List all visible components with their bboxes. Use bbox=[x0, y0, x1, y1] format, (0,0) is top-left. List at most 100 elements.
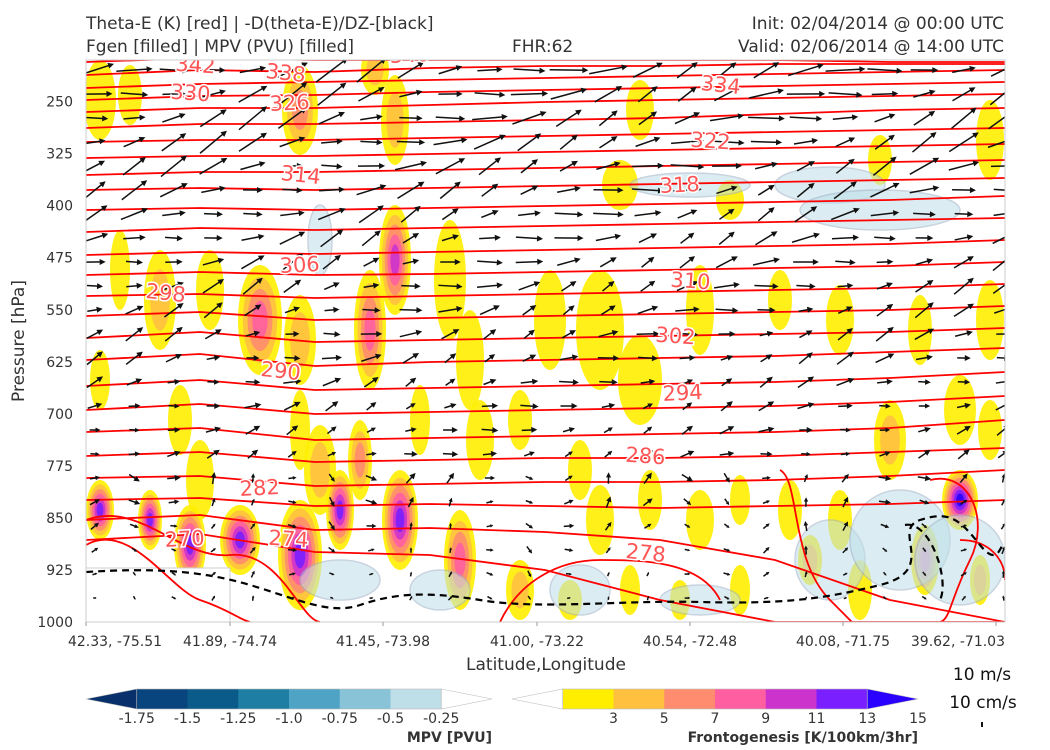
fill-contour bbox=[186, 440, 214, 520]
wind-vector-head bbox=[615, 86, 623, 92]
theta-e-contour-label: 294 bbox=[662, 380, 703, 406]
wind-vector-head bbox=[339, 82, 347, 89]
wind-vector-head bbox=[179, 210, 186, 217]
wind-vector-head bbox=[528, 329, 535, 336]
wind-vector-head bbox=[300, 107, 307, 114]
fill-contour bbox=[168, 385, 192, 455]
wind-vector-shaft bbox=[835, 138, 853, 148]
wind-vector-head bbox=[962, 473, 968, 480]
wind-vector-head bbox=[489, 378, 497, 385]
wind-vector-head bbox=[256, 211, 263, 218]
wind-vector-head bbox=[529, 354, 537, 361]
wind-vector-head bbox=[414, 205, 421, 212]
theta-e-contour-line bbox=[86, 419, 1005, 441]
wind-vector-head bbox=[967, 256, 974, 262]
wind-vector-head bbox=[371, 548, 375, 552]
wind-vector-head bbox=[256, 187, 263, 194]
wind-vector-shaft bbox=[86, 377, 101, 389]
wind-vector-head bbox=[409, 547, 413, 550]
wind-vector-shaft bbox=[589, 66, 625, 75]
wind-vector-shaft bbox=[477, 260, 500, 264]
wind-vector-head bbox=[174, 499, 180, 505]
wind-vector-shaft bbox=[479, 236, 498, 240]
wind-vector-head bbox=[929, 131, 937, 139]
wind-vector-head bbox=[490, 450, 498, 457]
wind-vector-head bbox=[1010, 83, 1017, 89]
wind-vector-shaft bbox=[162, 212, 183, 217]
wind-vector-shaft bbox=[86, 64, 111, 74]
wind-vector-head bbox=[98, 160, 106, 167]
wind-vector-shaft bbox=[952, 88, 973, 102]
wind-vector-head bbox=[333, 306, 340, 313]
wind-vector-head bbox=[528, 573, 532, 578]
wind-vector-head bbox=[134, 499, 141, 505]
wind-vector-head bbox=[726, 355, 734, 361]
wind-vector-head bbox=[890, 156, 897, 163]
wind-vector-head bbox=[499, 134, 506, 141]
wind-vector-head bbox=[964, 379, 971, 385]
wind-vector-head bbox=[251, 498, 255, 503]
wind-vector-shaft bbox=[709, 140, 742, 144]
wind-vector-head bbox=[729, 62, 737, 69]
wind-vector-head bbox=[532, 403, 539, 410]
wind-vector-shaft bbox=[874, 114, 893, 123]
wind-vector-head bbox=[732, 87, 740, 93]
fill-contour bbox=[826, 285, 854, 355]
wind-vector-head bbox=[213, 354, 221, 361]
wind-vector-head bbox=[176, 326, 183, 334]
wind-vector-head bbox=[211, 498, 216, 503]
wind-vector-head bbox=[409, 571, 413, 574]
wind-vector-head bbox=[727, 426, 735, 432]
wind-vector-head bbox=[331, 401, 339, 408]
wind-vector-head bbox=[491, 402, 499, 409]
wind-vector-head bbox=[96, 283, 104, 290]
wind-vector-shaft bbox=[992, 236, 1005, 245]
wind-vector-head bbox=[773, 257, 780, 264]
wind-vector-head bbox=[568, 475, 573, 480]
wind-vector-head bbox=[330, 501, 335, 507]
wind-vector-shaft bbox=[515, 260, 540, 264]
wind-vector-shaft bbox=[713, 88, 737, 102]
wind-vector-shaft bbox=[86, 182, 104, 199]
wind-vector-shaft bbox=[640, 282, 653, 292]
wind-vector-head bbox=[370, 427, 376, 432]
wind-vector-head bbox=[653, 136, 661, 143]
wind-vector-head bbox=[1002, 450, 1005, 455]
wind-vector-head bbox=[846, 306, 853, 312]
wind-vector-head bbox=[292, 524, 298, 529]
wind-vector-shaft bbox=[828, 92, 859, 96]
wind-vector-head bbox=[569, 330, 576, 336]
theta-e-contour-label: 346 bbox=[389, 42, 430, 68]
wind-vector-head bbox=[107, 62, 115, 69]
fill-contour bbox=[366, 60, 384, 86]
wind-vector-head bbox=[607, 427, 613, 432]
wind-vector-head bbox=[529, 304, 537, 311]
wind-vector-shaft bbox=[872, 158, 895, 176]
wind-vector-head bbox=[489, 572, 494, 576]
fill-contour bbox=[310, 442, 330, 498]
colorbar-tick-label: 11 bbox=[808, 711, 826, 727]
wind-vector-head bbox=[375, 353, 382, 360]
wind-vector-head bbox=[969, 187, 976, 194]
dthetae-dz-contour bbox=[904, 523, 944, 601]
wind-vector-shaft bbox=[831, 236, 856, 240]
wind-vector-head bbox=[647, 548, 651, 551]
x-tick-label: 42.33, -75.51 bbox=[68, 634, 162, 650]
wind-vector-head bbox=[371, 597, 374, 599]
wind-vector-head bbox=[727, 450, 735, 457]
wind-vector-head bbox=[134, 427, 140, 433]
wind-vector-head bbox=[257, 255, 265, 261]
wind-vector-head bbox=[766, 330, 774, 337]
fill-contour bbox=[150, 269, 170, 331]
theta-e-contour-label: 342 bbox=[175, 52, 217, 79]
wind-vector-shaft bbox=[599, 258, 615, 268]
wind-vector-head bbox=[409, 522, 413, 526]
wind-vector-head bbox=[459, 115, 466, 122]
theta-e-contour-line bbox=[86, 195, 1005, 211]
wind-vector-head bbox=[816, 115, 823, 122]
wind-vector-head bbox=[213, 449, 220, 456]
wind-vector-head bbox=[766, 376, 773, 383]
wind-vector-head bbox=[456, 90, 463, 97]
wind-vector-shaft bbox=[125, 353, 141, 365]
wind-vector-head bbox=[768, 184, 775, 191]
